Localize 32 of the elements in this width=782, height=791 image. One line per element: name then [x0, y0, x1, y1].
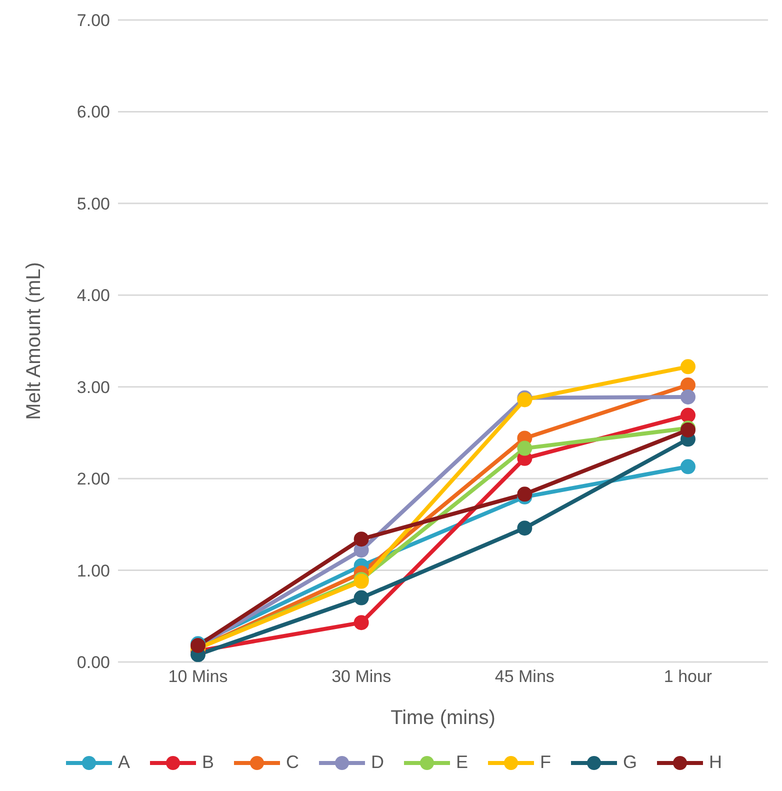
point	[354, 532, 369, 547]
legend-label: H	[709, 752, 722, 773]
x-tick-label: 45 Mins	[494, 667, 554, 686]
point	[354, 590, 369, 606]
legend-label: D	[371, 752, 384, 773]
y-tick-label: 2.00	[76, 470, 110, 489]
point	[517, 520, 532, 536]
legend-label: G	[623, 752, 638, 773]
y-tick-label: 7.00	[76, 11, 110, 30]
x-tick-label: 10 Mins	[168, 667, 228, 686]
legend-label: F	[540, 752, 552, 773]
y-tick-label: 0.00	[76, 653, 110, 672]
point	[680, 408, 696, 423]
legend-label: B	[202, 752, 214, 773]
y-tick-label: 4.00	[76, 286, 110, 306]
legend-label: C	[286, 752, 299, 773]
y-tick-label: 5.00	[76, 194, 110, 214]
point	[680, 459, 696, 474]
y-tick-label: 3.00	[76, 378, 110, 397]
legend-label: A	[118, 752, 130, 773]
x-tick-label: 1 hour	[664, 667, 712, 686]
point	[680, 359, 696, 374]
x-tick-label: 30 Mins	[332, 667, 392, 686]
x-axis-title: Time (mins)	[390, 707, 496, 729]
legend-label: E	[456, 752, 468, 773]
y-tick-label: 6.00	[76, 102, 110, 122]
point	[680, 378, 696, 393]
y-tick-label: 1.00	[76, 561, 110, 580]
y-axis-title: Melt Amount (mL)	[23, 262, 46, 420]
point	[354, 615, 369, 630]
point	[680, 389, 696, 404]
point	[517, 440, 532, 456]
